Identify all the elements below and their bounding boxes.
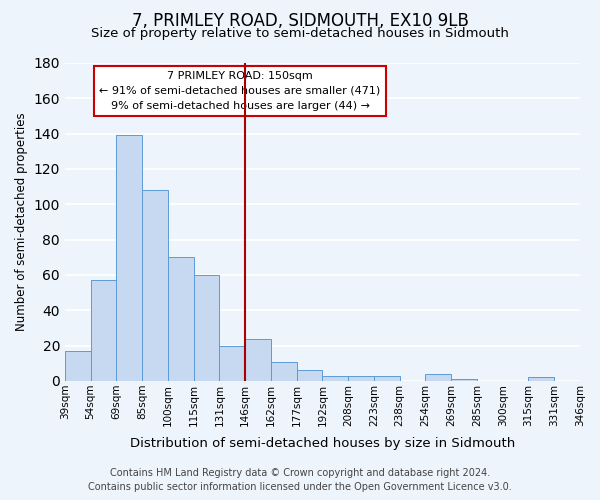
Bar bbox=[529, 378, 554, 381]
Text: Contains HM Land Registry data © Crown copyright and database right 2024.
Contai: Contains HM Land Registry data © Crown c… bbox=[88, 468, 512, 492]
Bar bbox=[65, 351, 91, 381]
Text: 7, PRIMLEY ROAD, SIDMOUTH, EX10 9LB: 7, PRIMLEY ROAD, SIDMOUTH, EX10 9LB bbox=[131, 12, 469, 30]
Bar bbox=[91, 280, 116, 381]
Bar bbox=[220, 346, 245, 381]
Bar bbox=[374, 376, 400, 381]
Bar bbox=[451, 379, 477, 381]
Bar bbox=[271, 362, 297, 381]
Text: Size of property relative to semi-detached houses in Sidmouth: Size of property relative to semi-detach… bbox=[91, 28, 509, 40]
Text: 7 PRIMLEY ROAD: 150sqm
← 91% of semi-detached houses are smaller (471)
9% of sem: 7 PRIMLEY ROAD: 150sqm ← 91% of semi-det… bbox=[100, 71, 380, 110]
Bar bbox=[116, 136, 142, 381]
Bar bbox=[245, 338, 271, 381]
Bar bbox=[297, 370, 322, 381]
Y-axis label: Number of semi-detached properties: Number of semi-detached properties bbox=[15, 112, 28, 332]
Bar bbox=[194, 275, 220, 381]
Bar bbox=[425, 374, 451, 381]
Bar bbox=[348, 376, 374, 381]
Bar bbox=[168, 258, 194, 381]
X-axis label: Distribution of semi-detached houses by size in Sidmouth: Distribution of semi-detached houses by … bbox=[130, 437, 515, 450]
Bar bbox=[142, 190, 168, 381]
Bar bbox=[322, 376, 348, 381]
